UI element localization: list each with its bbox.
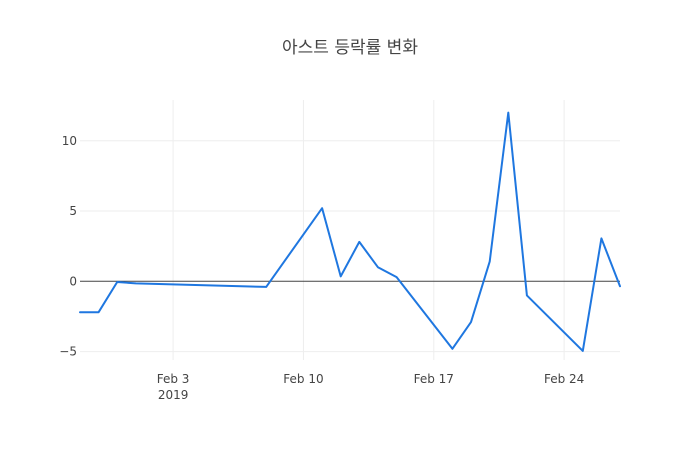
chart-title: 아스트 등락률 변화 (282, 38, 418, 58)
x-tick-label: Feb 3 (157, 372, 190, 386)
y-tick-label: 0 (69, 274, 77, 288)
x-tick-label: Feb 10 (283, 372, 323, 386)
x-tick-label: Feb 24 (544, 372, 584, 386)
series-line (79, 111, 621, 352)
y-tick-label: 5 (69, 204, 77, 218)
x-tick-year-label: 2019 (158, 388, 189, 402)
y-tick-label: 10 (62, 134, 77, 148)
x-tick-label: Feb 17 (414, 372, 454, 386)
y-tick-label: −5 (59, 345, 77, 359)
